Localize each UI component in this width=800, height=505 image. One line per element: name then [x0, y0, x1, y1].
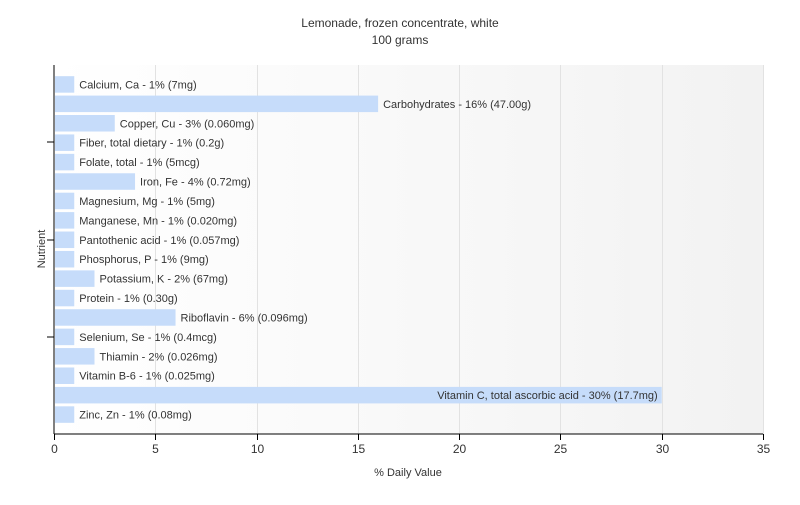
bar [55, 309, 176, 326]
bar-data-label: Iron, Fe - 4% (0.72mg) [140, 177, 251, 189]
bar [55, 231, 75, 249]
gridlines [155, 65, 764, 434]
bar-data-label: Protein - 1% (0.30g) [79, 293, 177, 305]
bar [55, 212, 75, 229]
bar [55, 289, 75, 307]
bar-data-label: Folate, total - 1% (5mcg) [79, 157, 199, 169]
bar-data-label: Phosphorus, P - 1% (9mg) [79, 254, 208, 266]
x-axis-label: % Daily Value [374, 467, 442, 479]
bar [55, 153, 75, 171]
bar [55, 173, 136, 190]
x-tick-label: 20 [453, 442, 467, 456]
bar-data-label: Copper, Cu - 3% (0.060mg) [120, 118, 255, 130]
bar [55, 134, 75, 151]
x-tick-label: 15 [352, 442, 366, 456]
bar-data-label: Pantothenic acid - 1% (0.057mg) [79, 235, 239, 247]
bar [55, 95, 379, 113]
bar [55, 348, 95, 365]
x-tick-label: 25 [554, 442, 568, 456]
y-axis-label: Nutrient [36, 230, 48, 269]
bar [55, 115, 115, 132]
bar-data-label: Calcium, Ca - 1% (7mg) [79, 79, 196, 91]
bar-data-label: Riboflavin - 6% (0.096mg) [181, 312, 308, 324]
x-tick-label: 10 [251, 442, 265, 456]
bar-data-label: Thiamin - 2% (0.026mg) [100, 351, 218, 363]
x-axis-ticks: 0 5 10 15 20 25 30 35 [51, 434, 770, 456]
bar-data-label: Potassium, K - 2% (67mg) [100, 274, 228, 286]
bar [55, 270, 95, 287]
chart-subtitle: 100 grams [372, 33, 429, 47]
bar-data-label: Manganese, Mn - 1% (0.020mg) [79, 215, 237, 227]
bar [55, 76, 75, 93]
bar [55, 406, 75, 423]
chart-title: Lemonade, frozen concentrate, white [301, 16, 499, 30]
bar-data-label: Vitamin B-6 - 1% (0.025mg) [79, 371, 215, 383]
x-tick-label: 30 [656, 442, 670, 456]
data-labels: Calcium, Ca - 1% (7mg) Carbohydrates - 16… [79, 79, 657, 421]
bar [55, 367, 75, 384]
bar-data-label: Selenium, Se - 1% (0.4mcg) [79, 332, 217, 344]
bar-data-label: Fiber, total dietary - 1% (0.2g) [79, 138, 224, 150]
bars [55, 76, 662, 423]
bar-data-label: Vitamin C, total ascorbic acid - 30% (17… [437, 390, 658, 402]
x-tick-label: 0 [51, 442, 58, 456]
bar-data-label: Carbohydrates - 16% (47.00g) [383, 99, 531, 111]
bar-data-label: Magnesium, Mg - 1% (5mg) [79, 196, 215, 208]
bar [55, 328, 75, 346]
x-tick-label: 35 [757, 442, 771, 456]
bar-data-label: Zinc, Zn - 1% (0.08mg) [79, 410, 191, 422]
plot-background [54, 65, 763, 434]
x-tick-label: 5 [152, 442, 159, 456]
bar [55, 192, 75, 210]
axes [47, 65, 763, 435]
bar [55, 250, 75, 268]
bar [55, 386, 662, 404]
